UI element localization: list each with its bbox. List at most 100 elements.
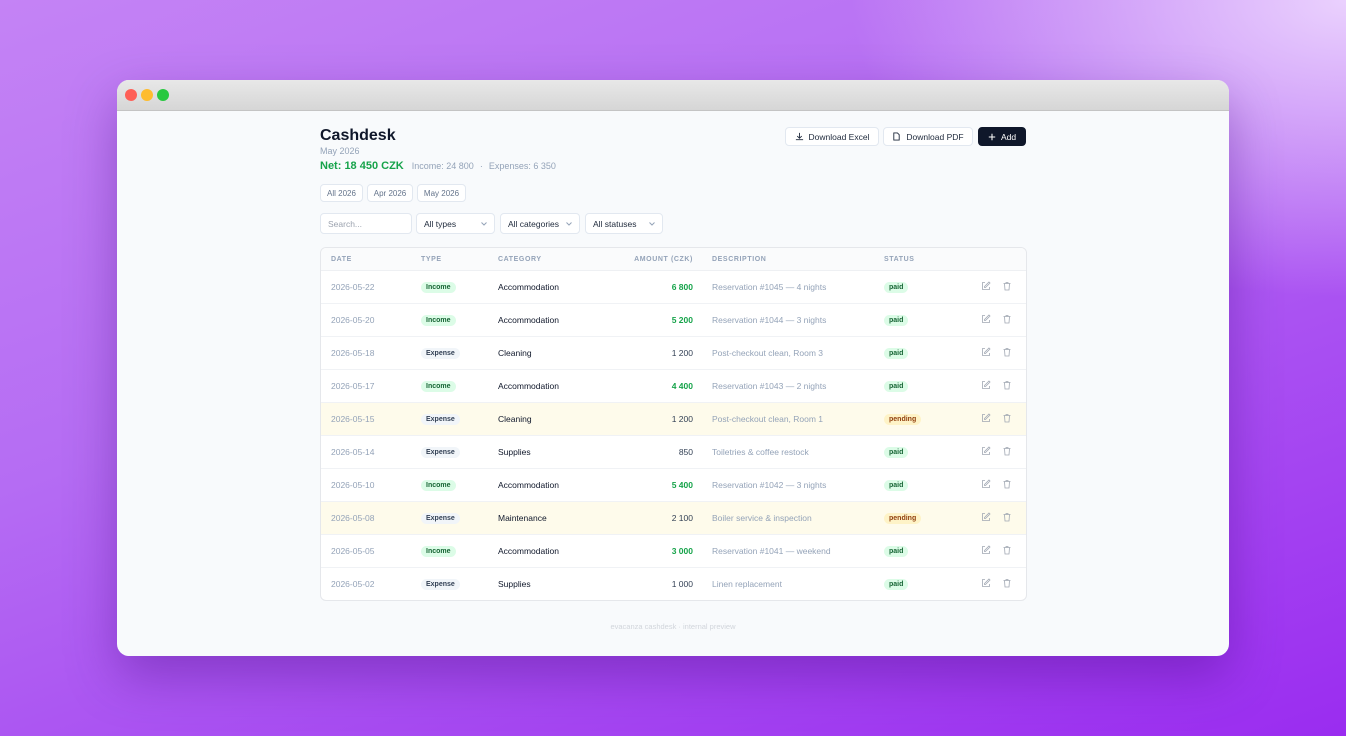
delete-icon[interactable] <box>1002 512 1012 522</box>
date: 2026-05-14 <box>321 435 421 469</box>
status-cell: pending <box>874 402 974 436</box>
period-tab[interactable]: May 2026 <box>417 184 466 202</box>
amount: 1 200 <box>601 336 703 370</box>
column-header: AMOUNT (CZK) <box>601 248 703 271</box>
date: 2026-05-02 <box>331 579 375 589</box>
edit-icon[interactable] <box>981 380 991 390</box>
category: Accommodation <box>498 303 601 337</box>
status-cell: pending <box>874 501 974 535</box>
status-cell: paid <box>874 270 974 304</box>
description: Linen replacement <box>712 579 782 589</box>
delete-icon[interactable] <box>1002 479 1012 489</box>
edit-icon[interactable] <box>981 578 991 588</box>
label: Download Excel <box>808 131 870 142</box>
page-title: Cashdesk <box>320 127 396 144</box>
type-filter[interactable]: All types <box>416 213 495 234</box>
actions <box>974 468 1026 502</box>
delete-icon[interactable] <box>1002 578 1012 588</box>
column-header: CATEGORY <box>498 248 601 271</box>
category: Cleaning <box>498 336 601 370</box>
status-filter[interactable]: All statuses <box>585 213 663 234</box>
category: Accommodation <box>498 369 601 403</box>
description: Reservation #1044 — 3 nights <box>703 303 874 337</box>
amount: 2 100 <box>601 501 703 535</box>
edit-icon[interactable] <box>981 512 991 522</box>
label: All types <box>424 218 457 229</box>
type-cell: Expense <box>421 501 498 535</box>
category: Cleaning <box>498 402 601 436</box>
header-row: DATE TYPE CATEGORY AMOUNT (CZK) DESCRIPTION S… <box>321 248 1026 271</box>
type-cell: Income <box>421 270 498 304</box>
status-badge: paid <box>884 282 909 293</box>
status-badge: paid <box>884 546 909 557</box>
column-header: STATUS <box>874 248 974 271</box>
status-badge: paid <box>884 381 909 392</box>
download-excel-button[interactable]: Download Excel <box>785 127 879 146</box>
close-button[interactable] <box>125 89 137 101</box>
file-icon <box>893 132 901 141</box>
table-row: 2026-05-10 Income Accommodation 5 400 Reserv… <box>321 468 1026 502</box>
type-badge: Expense <box>421 348 460 359</box>
period-tab[interactable]: All 2026 <box>320 184 363 202</box>
period-tab[interactable]: Apr 2026 <box>367 184 413 202</box>
status-cell: paid <box>874 303 974 337</box>
table-row: 2026-05-14 Expense Supplies 850 Toiletries &… <box>321 435 1026 469</box>
delete-icon[interactable] <box>1002 380 1012 390</box>
edit-icon[interactable] <box>981 314 991 324</box>
subtitle: May 2026 <box>320 146 360 156</box>
column-header: DESCRIPTION <box>703 248 874 271</box>
income-total: Income: 24 800 <box>411 161 474 171</box>
add-button[interactable]: Add <box>978 127 1026 146</box>
type-cell: Income <box>421 369 498 403</box>
edit-icon[interactable] <box>981 446 991 456</box>
category: Accommodation <box>498 468 601 502</box>
actions <box>974 568 1026 601</box>
download-pdf-button[interactable]: Download PDF <box>883 127 973 146</box>
delete-icon[interactable] <box>1002 446 1012 456</box>
amount: 5 200 <box>601 303 703 337</box>
search-input[interactable]: Search... <box>320 213 412 234</box>
status-badge: paid <box>884 315 909 326</box>
amount: 5 400 <box>601 468 703 502</box>
edit-icon[interactable] <box>981 413 991 423</box>
delete-icon[interactable] <box>1002 314 1012 324</box>
edit-icon[interactable] <box>981 479 991 489</box>
chevron <box>566 221 572 226</box>
date: 2026-05-20 <box>321 303 421 337</box>
edit-icon[interactable] <box>981 545 991 555</box>
type-badge: Income <box>421 315 456 326</box>
amount: 1 000 <box>671 579 693 589</box>
amount: 850 <box>601 435 703 469</box>
status-cell: paid <box>874 468 974 502</box>
date: 2026-05-10 <box>321 468 421 502</box>
label: All statuses <box>593 218 637 229</box>
date: 2026-05-18 <box>321 336 421 370</box>
category-filter[interactable]: All categories <box>500 213 580 234</box>
delete-icon[interactable] <box>1002 281 1012 291</box>
delete-icon[interactable] <box>1002 347 1012 357</box>
type-cell: Expense <box>421 435 498 469</box>
net-total: Net: 18 450 CZK <box>320 160 404 172</box>
minimize-button[interactable] <box>141 89 153 101</box>
edit-icon[interactable] <box>981 347 991 357</box>
date: 2026-05-05 <box>321 534 421 568</box>
category: Accommodation <box>498 270 601 304</box>
table-row: 2026-05-18 Expense Cleaning 1 200 Post-check… <box>321 336 1026 370</box>
zoom-button[interactable] <box>157 89 169 101</box>
status-cell: paid <box>874 435 974 469</box>
table-row: 2026-05-02 Expense Supplies 1 000 Linen repl… <box>321 568 1026 601</box>
delete-icon[interactable] <box>1002 545 1012 555</box>
edit-icon[interactable] <box>981 281 991 291</box>
column-header: DATE <box>321 248 421 271</box>
footer: evacanza cashdesk · internal preview <box>610 622 736 631</box>
table-row: 2026-05-20 Income Accommodation 5 200 Reserv… <box>321 303 1026 337</box>
actions <box>974 270 1026 304</box>
description: Boiler service & inspection <box>703 501 874 535</box>
delete-icon[interactable] <box>1002 413 1012 423</box>
amount: 4 400 <box>601 369 703 403</box>
description: Post-checkout clean, Room 3 <box>703 336 874 370</box>
type-cell: Income <box>421 303 498 337</box>
type-badge: Expense <box>421 579 460 590</box>
